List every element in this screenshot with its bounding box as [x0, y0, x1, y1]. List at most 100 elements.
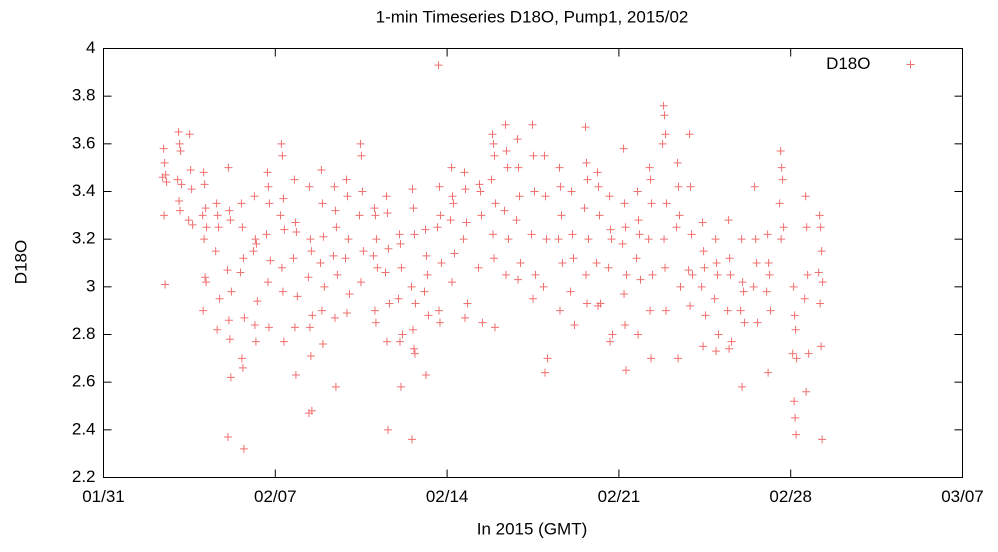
data-point — [213, 211, 222, 220]
data-point — [750, 182, 759, 191]
data-point — [329, 251, 338, 260]
data-point — [290, 323, 299, 332]
data-point — [249, 247, 258, 256]
data-point — [185, 130, 194, 139]
data-point — [500, 206, 509, 215]
data-point — [463, 299, 472, 308]
data-point — [446, 216, 455, 225]
data-point — [424, 311, 433, 320]
data-point — [187, 185, 196, 194]
data-point — [740, 318, 749, 327]
data-point — [710, 294, 719, 303]
data-point — [408, 185, 417, 194]
data-point — [556, 182, 565, 191]
data-point — [529, 151, 538, 160]
data-point — [251, 337, 260, 346]
data-point — [620, 289, 629, 298]
data-point — [697, 282, 706, 291]
data-point — [226, 216, 235, 225]
data-point — [618, 239, 627, 248]
y-tick-label: 3.4 — [72, 181, 96, 200]
data-point — [447, 163, 456, 172]
data-point — [289, 254, 298, 263]
data-point — [407, 282, 416, 291]
data-point — [661, 130, 670, 139]
data-point — [306, 351, 315, 360]
data-point — [582, 299, 591, 308]
data-point — [278, 151, 287, 160]
data-point — [662, 306, 671, 315]
data-point — [660, 235, 669, 244]
data-point — [459, 235, 468, 244]
data-point — [395, 230, 404, 239]
data-point — [215, 294, 224, 303]
data-point — [555, 163, 564, 172]
data-point — [513, 135, 522, 144]
data-point — [490, 151, 499, 160]
data-point — [341, 254, 350, 263]
data-point — [788, 349, 797, 358]
data-point — [264, 323, 273, 332]
data-point — [503, 163, 512, 172]
data-point — [712, 347, 721, 356]
data-point — [461, 185, 470, 194]
data-point — [461, 313, 470, 322]
data-point — [421, 371, 430, 380]
data-point — [621, 223, 630, 232]
data-point — [685, 130, 694, 139]
data-point — [316, 259, 325, 267]
data-point — [816, 223, 825, 232]
data-point — [791, 413, 800, 422]
data-point — [370, 306, 379, 315]
data-point — [619, 144, 628, 153]
data-point — [659, 101, 668, 110]
data-point — [304, 409, 313, 418]
data-point — [622, 270, 631, 279]
data-point — [408, 435, 417, 444]
data-point — [686, 301, 695, 310]
data-point — [567, 187, 576, 196]
data-point — [409, 204, 418, 213]
data-point — [580, 204, 589, 213]
data-point — [789, 282, 798, 291]
y-tick-label: 3.8 — [72, 86, 96, 105]
data-point — [662, 199, 671, 208]
y-tick-label: 2.6 — [72, 372, 96, 391]
data-point — [529, 294, 537, 303]
data-point — [622, 366, 631, 375]
data-point — [384, 244, 393, 253]
data-point — [814, 268, 823, 277]
data-point — [738, 278, 747, 287]
data-point — [764, 259, 773, 267]
data-point — [437, 259, 446, 267]
data-point — [250, 192, 259, 201]
chart-title: 1-min Timeseries D18O, Pump1, 2015/02 — [376, 7, 689, 26]
data-point — [724, 216, 733, 225]
data-point — [213, 325, 222, 334]
data-point — [397, 263, 406, 272]
data-point — [727, 337, 736, 346]
data-point — [592, 259, 601, 267]
data-point — [280, 225, 289, 234]
data-point — [236, 268, 245, 277]
data-point — [369, 251, 378, 260]
data-point — [635, 230, 644, 239]
data-point — [250, 320, 259, 329]
data-point — [201, 204, 210, 213]
data-point — [712, 259, 721, 267]
data-point — [607, 235, 616, 244]
data-point — [568, 230, 577, 239]
data-point — [279, 194, 288, 203]
data-point — [539, 282, 548, 291]
data-point — [177, 180, 186, 189]
data-point — [265, 199, 274, 208]
data-point — [277, 139, 286, 148]
data-point — [749, 282, 758, 291]
data-point — [541, 368, 550, 377]
data-point — [396, 382, 405, 391]
data-point — [583, 175, 592, 184]
data-point — [672, 223, 681, 232]
data-point — [790, 397, 799, 406]
data-point — [199, 306, 208, 315]
data-point — [594, 301, 603, 310]
